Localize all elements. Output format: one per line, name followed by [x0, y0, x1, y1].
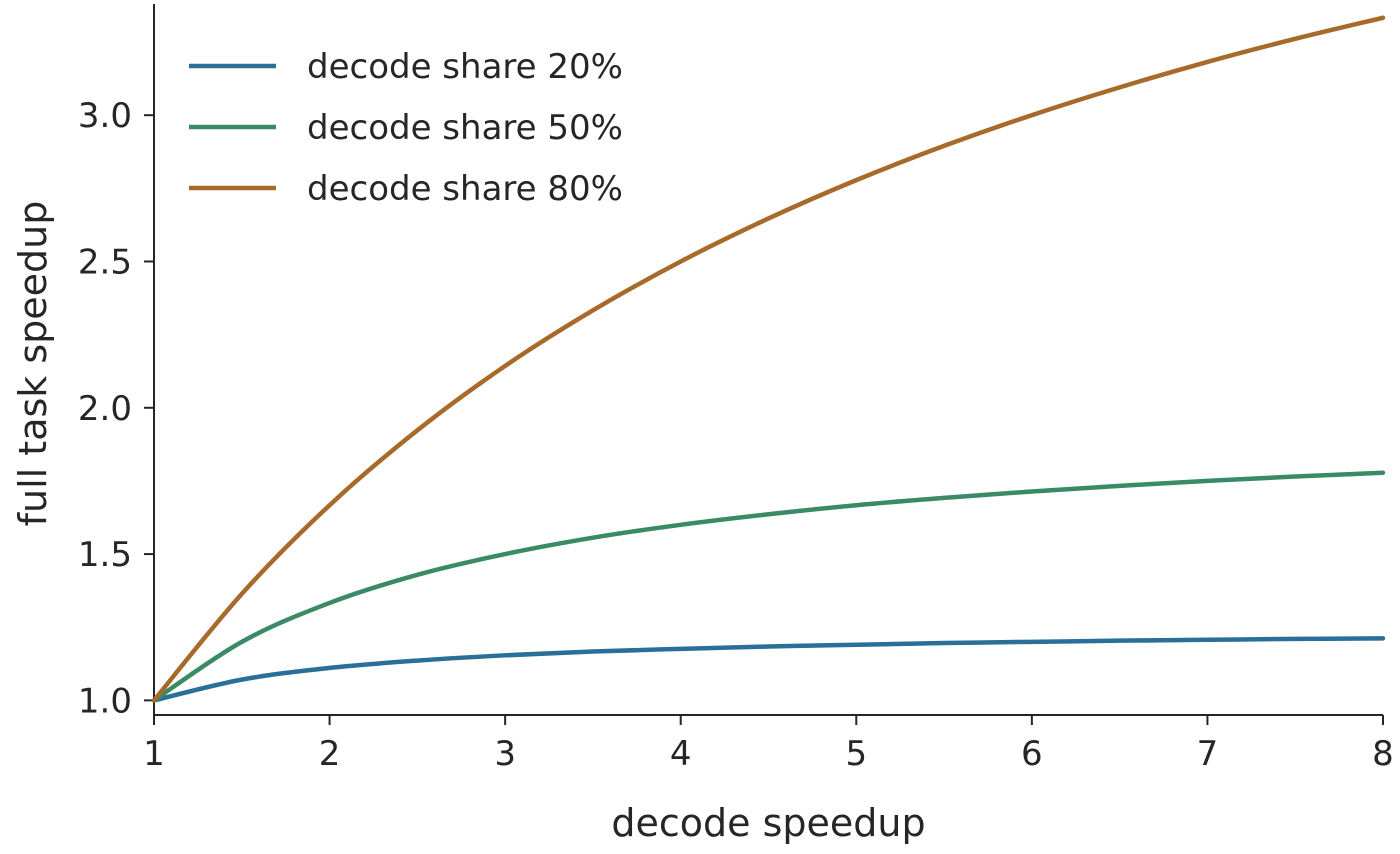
legend-label: decode share 80% [307, 169, 623, 209]
series-lines [151, 15, 1386, 703]
legend: decode share 20% decode share 50% decode s… [189, 47, 623, 209]
y-tick-label: 3.0 [78, 96, 132, 136]
x-tick-label: 5 [845, 734, 867, 774]
y-tick-label: 2.5 [78, 242, 132, 282]
legend-label: decode share 50% [307, 108, 623, 148]
x-tick-label: 4 [670, 734, 692, 774]
x-axis-ticks: 1 2 3 4 5 6 7 8 [143, 715, 1394, 774]
x-tick-label: 8 [1372, 734, 1394, 774]
series-line-2 [151, 470, 1386, 703]
y-tick-label: 1.5 [78, 535, 132, 575]
y-axis-title: full task speedup [11, 201, 55, 527]
y-axis-ticks: 1.0 1.5 2.0 2.5 3.0 [78, 96, 154, 721]
y-tick-label: 2.0 [78, 389, 132, 429]
series-line-3 [151, 15, 1386, 703]
x-tick-label: 6 [1021, 734, 1043, 774]
legend-label: decode share 20% [307, 47, 623, 87]
x-tick-label: 1 [143, 734, 165, 774]
axes [153, 4, 1383, 716]
series-line-1 [151, 636, 1386, 703]
x-tick-label: 7 [1197, 734, 1219, 774]
x-tick-label: 2 [319, 734, 341, 774]
x-axis-title: decode speedup [611, 801, 925, 845]
x-tick-label: 3 [494, 734, 516, 774]
y-tick-label: 1.0 [78, 681, 132, 721]
